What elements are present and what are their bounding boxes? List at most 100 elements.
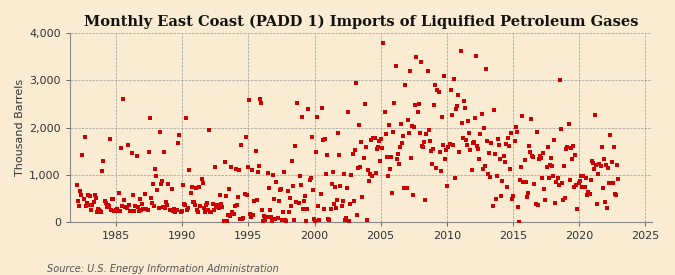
- Point: [190, 203, 200, 207]
- Point: [91, 210, 102, 214]
- Point: [265, 215, 276, 219]
- Point: [572, 207, 583, 211]
- Point: [298, 207, 308, 212]
- Point: [608, 145, 619, 149]
- Point: [402, 117, 413, 122]
- Point: [413, 102, 424, 106]
- Point: [115, 146, 126, 151]
- Point: [536, 156, 547, 160]
- Point: [126, 209, 136, 213]
- Point: [464, 131, 475, 135]
- Point: [540, 198, 551, 203]
- Point: [472, 144, 483, 148]
- Point: [106, 207, 117, 212]
- Point: [204, 128, 215, 132]
- Point: [431, 166, 441, 170]
- Point: [181, 116, 192, 120]
- Point: [237, 217, 248, 222]
- Point: [408, 192, 418, 197]
- Point: [352, 166, 363, 170]
- Point: [248, 213, 259, 218]
- Point: [573, 181, 584, 185]
- Point: [185, 191, 196, 195]
- Title: Monthly East Coast (PADD 1) Imports of Liquified Petroleum Gases: Monthly East Coast (PADD 1) Imports of L…: [84, 15, 638, 29]
- Point: [404, 131, 414, 135]
- Point: [455, 49, 466, 53]
- Point: [404, 69, 415, 73]
- Point: [334, 153, 345, 158]
- Point: [144, 116, 155, 120]
- Point: [78, 197, 89, 201]
- Point: [117, 204, 128, 208]
- Point: [484, 151, 495, 155]
- Point: [528, 155, 539, 160]
- Point: [235, 217, 246, 221]
- Point: [537, 175, 547, 180]
- Point: [509, 138, 520, 143]
- Point: [221, 219, 232, 223]
- Point: [481, 66, 491, 71]
- Point: [399, 186, 410, 191]
- Point: [327, 169, 338, 174]
- Point: [604, 181, 615, 185]
- Point: [378, 40, 389, 45]
- Point: [79, 134, 90, 139]
- Point: [296, 182, 306, 187]
- Point: [294, 174, 305, 178]
- Point: [515, 178, 526, 183]
- Point: [85, 193, 96, 198]
- Point: [103, 204, 114, 208]
- Point: [580, 176, 591, 180]
- Point: [524, 150, 535, 154]
- Point: [396, 122, 406, 127]
- Point: [425, 139, 435, 143]
- Point: [291, 200, 302, 204]
- Point: [340, 218, 350, 222]
- Point: [452, 104, 462, 108]
- Point: [152, 187, 163, 192]
- Point: [400, 83, 411, 87]
- Point: [338, 198, 348, 203]
- Point: [103, 203, 113, 207]
- Point: [359, 102, 370, 106]
- Point: [375, 159, 385, 163]
- Point: [376, 136, 387, 141]
- Point: [188, 200, 198, 205]
- Point: [279, 169, 290, 174]
- Point: [221, 194, 232, 198]
- Point: [157, 179, 167, 183]
- Point: [360, 145, 371, 150]
- Point: [290, 144, 300, 148]
- Point: [331, 197, 342, 202]
- Point: [522, 190, 533, 195]
- Point: [432, 88, 443, 93]
- Point: [82, 193, 93, 197]
- Point: [562, 145, 573, 150]
- Point: [355, 164, 366, 169]
- Point: [202, 201, 213, 205]
- Point: [500, 160, 510, 164]
- Point: [284, 210, 294, 214]
- Point: [468, 140, 479, 144]
- Point: [296, 115, 307, 119]
- Point: [601, 163, 612, 168]
- Point: [190, 186, 201, 191]
- Point: [292, 101, 303, 106]
- Point: [566, 157, 577, 161]
- Point: [593, 172, 603, 176]
- Point: [277, 218, 288, 222]
- Point: [345, 201, 356, 206]
- Point: [180, 203, 190, 207]
- Point: [160, 206, 171, 210]
- Point: [569, 185, 580, 189]
- Point: [603, 166, 614, 170]
- Point: [369, 136, 380, 140]
- Point: [313, 204, 324, 209]
- Point: [427, 162, 437, 166]
- Point: [358, 155, 369, 160]
- Point: [200, 203, 211, 207]
- Point: [88, 200, 99, 205]
- Point: [284, 196, 295, 200]
- Point: [495, 157, 506, 161]
- Point: [300, 194, 310, 198]
